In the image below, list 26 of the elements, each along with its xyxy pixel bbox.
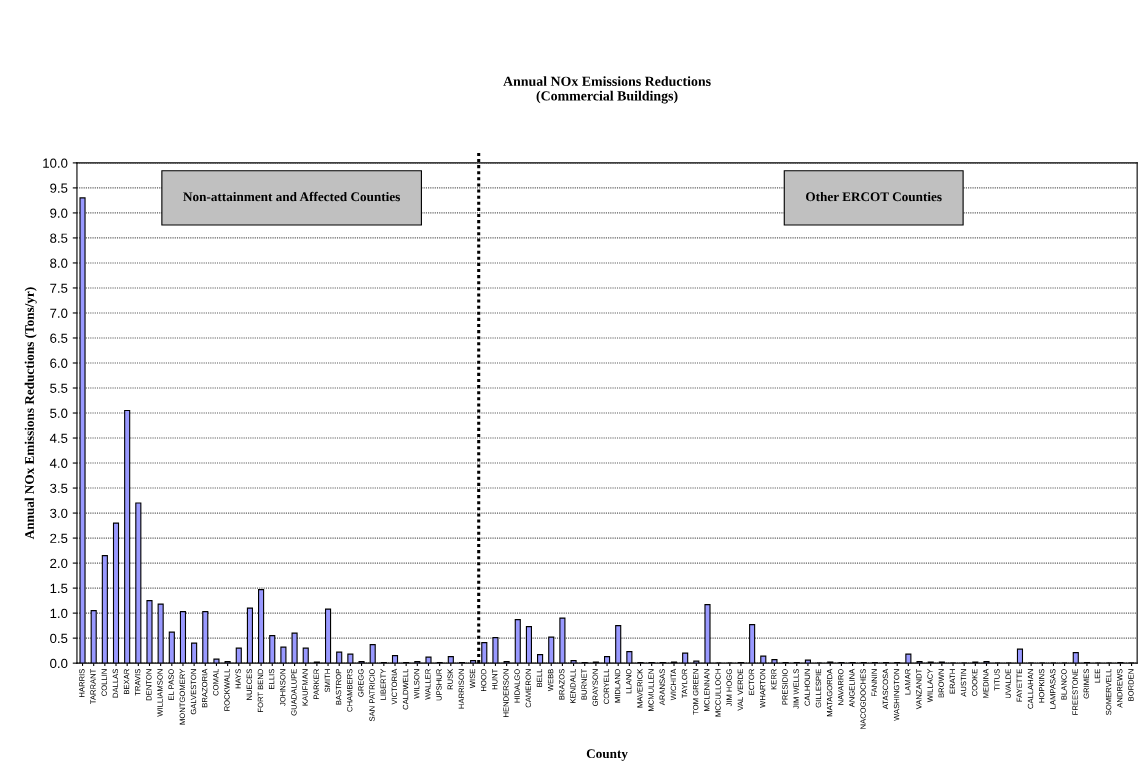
- y-tick-label: 6.0: [50, 358, 68, 368]
- chart-title: Annual NOx Emissions Reductions (Commercial Buildings): [503, 76, 711, 104]
- y-tick-label: 5.5: [50, 383, 68, 393]
- y-tick-label: 6.5: [50, 333, 68, 343]
- y-axis-title: Annual NOx Emissions Reductions (Tons/yr): [24, 287, 37, 540]
- y-tick-label: 2.5: [50, 533, 68, 543]
- y-tick-label: 9.0: [50, 208, 68, 218]
- x-axis-title: County: [586, 749, 628, 761]
- y-tick-label: 2.0: [50, 558, 68, 569]
- y-tick-label: 3.0: [50, 508, 68, 518]
- y-tick-label: 3.5: [50, 483, 68, 493]
- y-tick-label: 9.5: [50, 183, 68, 193]
- y-tick-label: 5.0: [50, 408, 68, 418]
- y-tick-label: 0.0: [50, 658, 68, 669]
- y-tick-label: 4.0: [49, 458, 68, 468]
- annotation: Other ERCOT Counties: [806, 191, 942, 202]
- annotation: Non-attainment and Affected Counties: [183, 191, 400, 202]
- y-tick-label: 8.0: [50, 258, 68, 268]
- y-tick-label: 1.5: [50, 583, 68, 594]
- y-tick-label: 7.5: [50, 283, 68, 293]
- y-tick-label: 8.5: [50, 233, 68, 243]
- y-tick-label: 0.5: [50, 633, 68, 644]
- y-tick-label: 1.0: [50, 608, 68, 619]
- y-tick-label: 10.0: [43, 158, 68, 168]
- y-tick-label: 4.5: [49, 433, 68, 443]
- y-tick-label: 7.0: [50, 308, 68, 318]
